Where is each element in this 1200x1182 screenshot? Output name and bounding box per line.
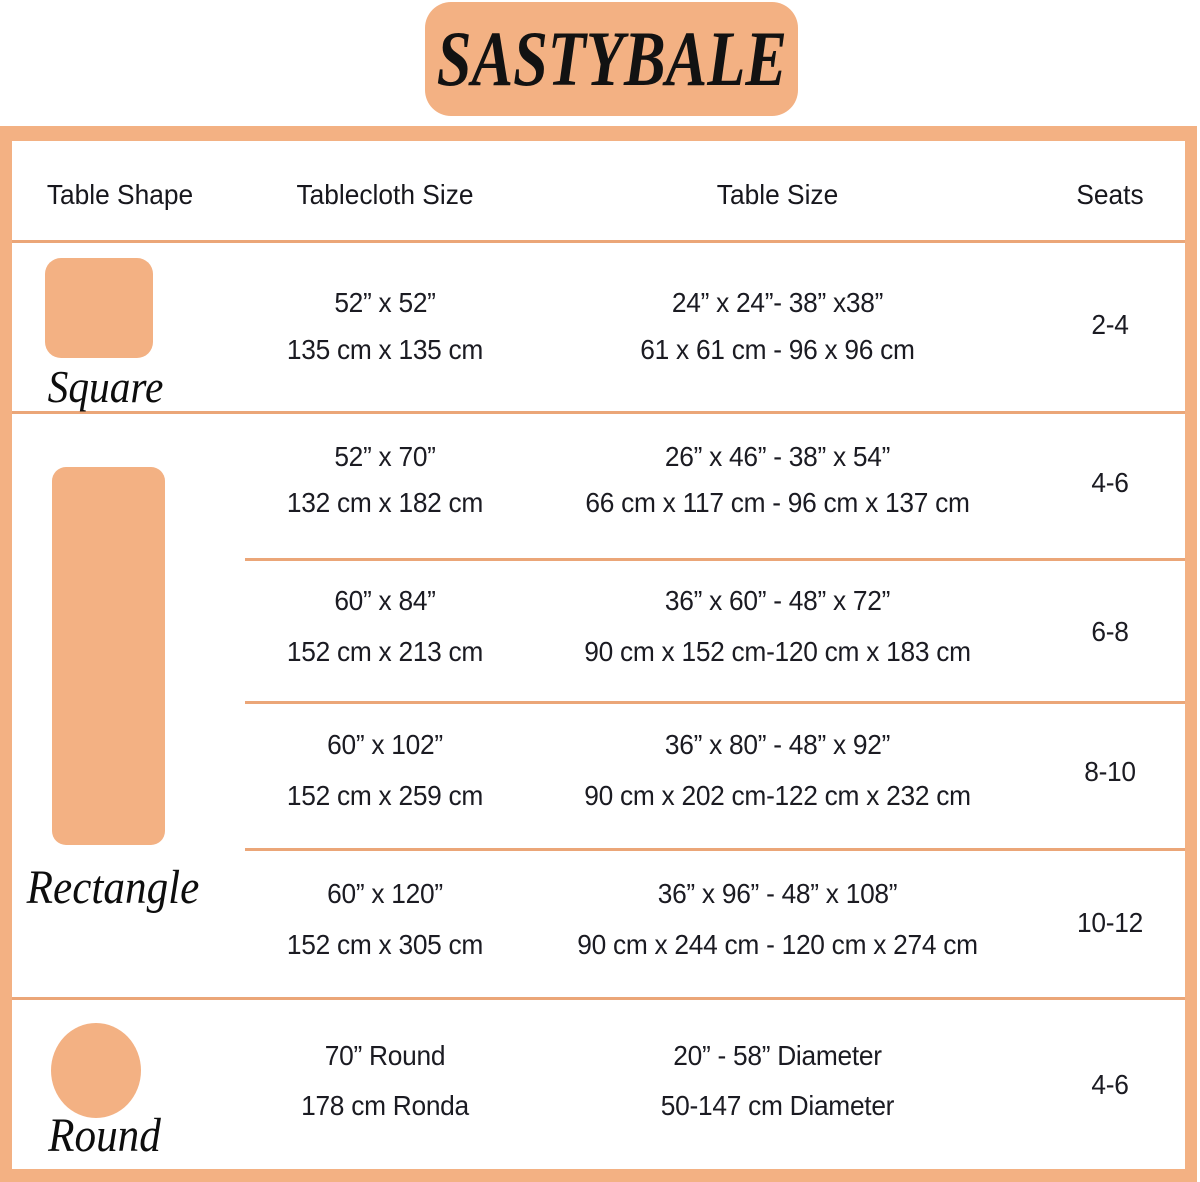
header-table-shape: Table Shape <box>46 179 194 210</box>
brand-logo-text: SASTYBALE <box>436 15 787 102</box>
rect-row3-seats: 8-10 <box>1084 756 1136 787</box>
square-shape-icon <box>45 258 153 358</box>
rect-row2-tablecloth-inches: 60” x 84” <box>334 585 436 616</box>
square-table-inches: 24” x 24”- 38” x38” <box>671 287 884 318</box>
divider-rect-row-2 <box>245 701 1185 704</box>
rectangle-shape-icon <box>52 467 165 845</box>
rectangle-label: Rectangle <box>26 861 200 914</box>
divider-rectangle-round <box>12 997 1185 1000</box>
round-table-cm: 50-147 cm Diameter <box>660 1090 895 1121</box>
rect-row2-table-inches: 36” x 60” - 48” x 72” <box>664 585 891 616</box>
rect-row4-seats: 10-12 <box>1077 907 1143 938</box>
round-label: Round <box>48 1109 161 1162</box>
rect-row4-tablecloth-cm: 152 cm x 305 cm <box>286 929 484 960</box>
rect-row1-table-cm: 66 cm x 117 cm - 96 cm x 137 cm <box>585 487 970 518</box>
divider-rect-row-1 <box>245 558 1185 561</box>
rect-row3-table-cm: 90 cm x 202 cm-122 cm x 232 cm <box>584 780 971 811</box>
round-tablecloth-cm: 178 cm Ronda <box>301 1090 469 1121</box>
round-seats: 4-6 <box>1091 1069 1129 1100</box>
rect-row4-table-inches: 36” x 96” - 48” x 108” <box>657 878 898 909</box>
divider-square-rectangle <box>12 411 1185 414</box>
brand-logo: SASTYBALE <box>425 2 798 116</box>
divider-header <box>12 240 1185 243</box>
square-table-cm: 61 x 61 cm - 96 x 96 cm <box>640 334 915 365</box>
rect-row2-seats: 6-8 <box>1091 616 1129 647</box>
rect-row1-seats: 4-6 <box>1091 467 1129 498</box>
rect-row3-tablecloth-inches: 60” x 102” <box>327 729 443 760</box>
rect-row4-tablecloth-inches: 60” x 120” <box>327 878 443 909</box>
rect-row2-table-cm: 90 cm x 152 cm-120 cm x 183 cm <box>584 636 971 667</box>
header-table-size: Table Size <box>716 179 839 210</box>
header-seats: Seats <box>1076 179 1144 210</box>
square-seats: 2-4 <box>1091 309 1129 340</box>
size-chart-frame <box>0 126 1197 1182</box>
header-tablecloth-size: Tablecloth Size <box>296 179 474 210</box>
rect-row3-table-inches: 36” x 80” - 48” x 92” <box>664 729 891 760</box>
square-tablecloth-cm: 135 cm x 135 cm <box>286 334 484 365</box>
round-table-inches: 20” - 58” Diameter <box>673 1040 882 1071</box>
round-tablecloth-inches: 70” Round <box>324 1040 446 1071</box>
rect-row2-tablecloth-cm: 152 cm x 213 cm <box>286 636 484 667</box>
rect-row1-tablecloth-inches: 52” x 70” <box>334 441 436 472</box>
rect-row1-tablecloth-cm: 132 cm x 182 cm <box>286 487 484 518</box>
rect-row3-tablecloth-cm: 152 cm x 259 cm <box>286 780 484 811</box>
square-tablecloth-inches: 52” x 52” <box>334 287 436 318</box>
divider-rect-row-3 <box>245 848 1185 851</box>
round-shape-icon <box>51 1023 141 1118</box>
square-label: Square <box>47 361 164 412</box>
rect-row4-table-cm: 90 cm x 244 cm - 120 cm x 274 cm <box>577 929 978 960</box>
rect-row1-table-inches: 26” x 46” - 38” x 54” <box>664 441 891 472</box>
